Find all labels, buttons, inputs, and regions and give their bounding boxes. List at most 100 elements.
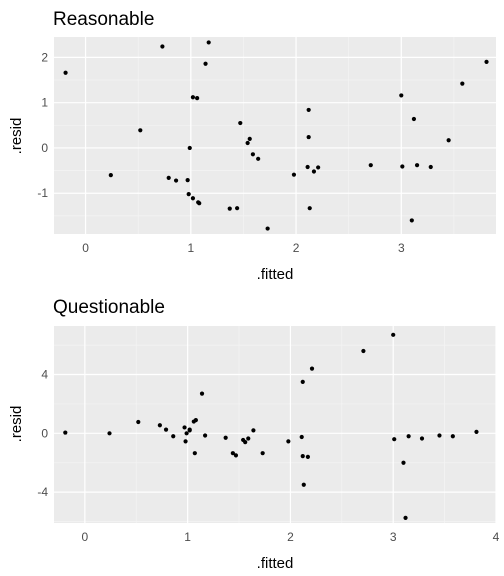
data-point xyxy=(157,423,162,428)
data-point xyxy=(414,163,420,168)
data-point xyxy=(230,451,235,456)
data-point xyxy=(163,427,169,432)
data-point xyxy=(187,145,192,151)
data-point xyxy=(406,434,411,439)
x-tick-labels: 0 1 2 3 4 xyxy=(81,530,499,544)
plot-background xyxy=(54,37,496,234)
data-point xyxy=(428,164,433,170)
gridlines xyxy=(54,37,496,234)
data-point xyxy=(474,429,479,434)
data-point xyxy=(309,366,315,371)
data-point xyxy=(184,431,189,436)
data-point xyxy=(247,136,252,141)
y-tick-labels: -1 0 1 2 xyxy=(37,50,48,200)
data-point xyxy=(190,95,196,100)
data-point xyxy=(193,417,198,423)
data-point xyxy=(187,428,192,433)
data-point xyxy=(446,138,451,143)
data-point xyxy=(301,482,306,487)
data-point xyxy=(401,460,406,465)
data-point xyxy=(238,120,243,126)
gridlines xyxy=(54,326,497,523)
data-points xyxy=(63,332,479,520)
x-tick-labels: 0 1 2 3 xyxy=(82,241,405,255)
data-point xyxy=(450,434,455,439)
data-point xyxy=(192,451,197,456)
data-points xyxy=(63,40,489,231)
x-tick-label: 4 xyxy=(493,530,500,544)
data-point xyxy=(243,440,248,445)
data-point xyxy=(206,40,211,45)
y-tick-label: 0 xyxy=(41,141,48,155)
y-axis-label: .resid xyxy=(8,406,25,443)
data-point xyxy=(203,433,208,438)
data-point xyxy=(108,173,113,178)
chart-title: Reasonable xyxy=(53,9,154,30)
data-point xyxy=(63,70,68,75)
x-tick-label: 0 xyxy=(81,530,88,544)
data-point xyxy=(392,437,397,442)
data-point xyxy=(223,435,228,440)
data-point xyxy=(411,116,417,122)
data-point xyxy=(251,428,256,433)
data-point xyxy=(190,196,196,201)
y-tick-label: 0 xyxy=(41,426,48,440)
x-tick-label: 1 xyxy=(187,241,194,255)
data-point xyxy=(306,107,311,113)
y-tick-label: 2 xyxy=(41,50,48,64)
data-point xyxy=(250,152,255,157)
data-point xyxy=(299,434,304,440)
x-tick-label: 2 xyxy=(287,530,294,544)
data-point xyxy=(107,431,112,436)
data-point xyxy=(138,128,143,133)
reasonable-scatter-panel: Reasonable 0 1 2 3 -1 0 1 2 .fitted .resid xyxy=(8,9,496,283)
y-tick-label: -4 xyxy=(37,485,48,499)
data-point xyxy=(203,61,208,66)
data-point xyxy=(171,434,176,439)
data-point xyxy=(305,454,310,459)
data-point xyxy=(460,81,465,86)
data-point xyxy=(311,169,317,174)
x-axis-label: .fitted xyxy=(257,266,294,283)
data-point xyxy=(437,433,442,438)
data-point xyxy=(199,391,205,396)
data-point xyxy=(399,93,404,98)
data-point xyxy=(409,218,414,223)
data-point xyxy=(484,59,489,65)
data-point xyxy=(186,192,191,197)
plot-background xyxy=(54,326,496,523)
x-tick-label: 3 xyxy=(398,241,405,255)
data-point xyxy=(400,164,405,169)
y-tick-labels: -4 0 4 xyxy=(37,368,48,500)
data-point xyxy=(160,44,165,49)
data-point xyxy=(260,451,265,456)
data-point xyxy=(265,226,270,231)
data-point xyxy=(246,436,251,441)
data-point xyxy=(227,206,232,211)
data-point xyxy=(286,439,291,444)
data-point xyxy=(305,164,310,170)
data-point xyxy=(361,348,366,354)
data-point xyxy=(136,419,141,425)
data-point xyxy=(256,156,261,161)
data-point xyxy=(183,439,188,444)
data-point xyxy=(300,454,305,459)
y-tick-label: 4 xyxy=(41,368,48,382)
x-tick-label: 1 xyxy=(184,530,191,544)
x-tick-label: 2 xyxy=(293,241,300,255)
data-point xyxy=(316,165,321,170)
data-point xyxy=(306,134,311,140)
data-point xyxy=(403,515,408,520)
y-tick-label: -1 xyxy=(37,186,48,200)
questionable-scatter-panel: Questionable 0 1 2 3 4 -4 0 4 .fitted .resid xyxy=(8,297,500,572)
data-point xyxy=(419,436,425,441)
data-point xyxy=(300,379,305,384)
data-point xyxy=(245,140,250,146)
data-point xyxy=(233,453,239,458)
data-point xyxy=(63,430,68,435)
data-point xyxy=(291,172,297,177)
data-point xyxy=(307,206,312,211)
data-point xyxy=(185,178,190,183)
y-axis-label: .resid xyxy=(8,118,25,155)
